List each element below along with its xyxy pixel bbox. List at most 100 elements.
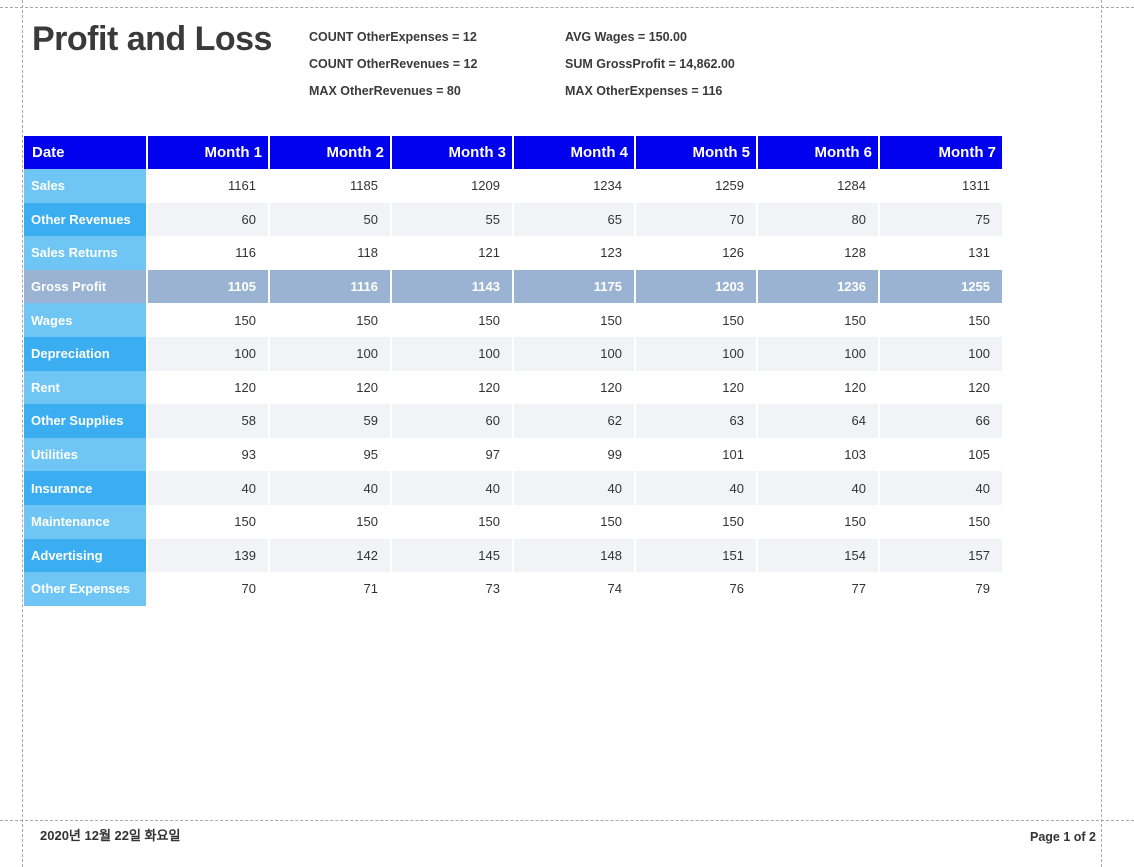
row-label: Other Expenses	[24, 572, 146, 606]
table-cell: 148	[512, 538, 634, 573]
table-cell: 100	[756, 336, 878, 371]
table-cell: 71	[268, 572, 390, 606]
table-cell: 65	[512, 202, 634, 237]
table-cell: 123	[512, 236, 634, 270]
table-row: Utilities 93 95 97 99 101 103 105	[24, 437, 1002, 472]
table-cell: 80	[756, 202, 878, 237]
table-cell: 77	[756, 572, 878, 606]
column-header-month-3: Month 3	[390, 136, 512, 169]
column-header-month-2: Month 2	[268, 136, 390, 169]
table-cell: 76	[634, 572, 756, 606]
table-cell: 151	[634, 538, 756, 573]
column-header-month-5: Month 5	[634, 136, 756, 169]
column-header-month-4: Month 4	[512, 136, 634, 169]
table-cell: 99	[512, 437, 634, 472]
table-cell: 75	[878, 202, 1002, 237]
table-cell: 93	[146, 437, 268, 472]
row-label: Sales Returns	[24, 236, 146, 270]
row-label: Rent	[24, 370, 146, 405]
table-cell: 100	[512, 336, 634, 371]
table-cell: 74	[512, 572, 634, 606]
table-cell: 150	[878, 303, 1002, 337]
table-row: Insurance 40 40 40 40 40 40 40	[24, 471, 1002, 505]
table-cell: 120	[878, 370, 1002, 405]
table-cell: 50	[268, 202, 390, 237]
table-cell: 40	[268, 471, 390, 505]
table-cell: 66	[878, 404, 1002, 438]
profit-loss-table: Date Month 1 Month 2 Month 3 Month 4 Mon…	[24, 136, 1002, 606]
table-cell: 116	[146, 236, 268, 270]
table-cell: 1284	[756, 169, 878, 203]
table-cell: 63	[634, 404, 756, 438]
table-cell: 145	[390, 538, 512, 573]
table-cell: 1311	[878, 169, 1002, 203]
table-cell: 150	[756, 303, 878, 337]
page-guide-top	[0, 7, 1134, 8]
column-header-month-6: Month 6	[756, 136, 878, 169]
table-cell: 73	[390, 572, 512, 606]
table-cell: 101	[634, 437, 756, 472]
row-label: Maintenance	[24, 504, 146, 539]
table-cell: 1161	[146, 169, 268, 203]
table-cell: 1116	[268, 269, 390, 304]
table-cell: 64	[756, 404, 878, 438]
summary-count-other-revenues: COUNT OtherRevenues = 12	[309, 57, 478, 71]
table-header-row: Date Month 1 Month 2 Month 3 Month 4 Mon…	[24, 136, 1002, 169]
table-cell: 40	[634, 471, 756, 505]
table-cell: 95	[268, 437, 390, 472]
table-cell: 150	[390, 303, 512, 337]
table-cell: 120	[756, 370, 878, 405]
table-cell: 150	[268, 504, 390, 539]
table-cell: 62	[512, 404, 634, 438]
table-cell: 100	[146, 336, 268, 371]
table-cell: 142	[268, 538, 390, 573]
table-cell: 1175	[512, 269, 634, 304]
table-cell: 150	[512, 303, 634, 337]
row-label: Wages	[24, 303, 146, 337]
table-cell: 60	[146, 202, 268, 237]
table-cell: 154	[756, 538, 878, 573]
table-cell: 70	[634, 202, 756, 237]
table-cell: 40	[146, 471, 268, 505]
table-cell: 120	[512, 370, 634, 405]
table-cell: 40	[878, 471, 1002, 505]
column-header-month-1: Month 1	[146, 136, 268, 169]
table-cell: 40	[756, 471, 878, 505]
summary-max-other-expenses: MAX OtherExpenses = 116	[565, 84, 723, 98]
table-cell: 100	[878, 336, 1002, 371]
table-body: Sales 1161 1185 1209 1234 1259 1284 1311 Other R…	[24, 169, 1002, 606]
table-cell: 100	[634, 336, 756, 371]
summary-max-other-revenues: MAX OtherRevenues = 80	[309, 84, 461, 98]
table-cell: 118	[268, 236, 390, 270]
footer-page-number: Page 1 of 2	[1030, 830, 1096, 844]
table-cell: 150	[146, 303, 268, 337]
table-cell: 1203	[634, 269, 756, 304]
table-cell: 150	[512, 504, 634, 539]
table-cell: 139	[146, 538, 268, 573]
table-row: Other Expenses 70 71 73 74 76 77 79	[24, 572, 1002, 606]
page-guide-footer	[0, 820, 1134, 821]
column-header-date: Date	[24, 136, 146, 169]
table-cell: 59	[268, 404, 390, 438]
summary-count-other-expenses: COUNT OtherExpenses = 12	[309, 30, 477, 44]
table-cell: 1209	[390, 169, 512, 203]
table-cell: 1105	[146, 269, 268, 304]
page-guide-left	[22, 0, 23, 867]
table-row: Rent 120 120 120 120 120 120 120	[24, 370, 1002, 405]
row-label: Sales	[24, 169, 146, 203]
table-row: Advertising 139 142 145 148 151 154 157	[24, 538, 1002, 573]
table-cell: 150	[756, 504, 878, 539]
table-cell: 60	[390, 404, 512, 438]
table-cell: 150	[268, 303, 390, 337]
table-cell: 121	[390, 236, 512, 270]
row-label: Advertising	[24, 538, 146, 573]
table-row: Sales 1161 1185 1209 1234 1259 1284 1311	[24, 169, 1002, 203]
table-row: Sales Returns 116 118 121 123 126 128 131	[24, 236, 1002, 270]
table-cell: 40	[390, 471, 512, 505]
summary-avg-wages: AVG Wages = 150.00	[565, 30, 687, 44]
table-cell: 131	[878, 236, 1002, 270]
table-row: Maintenance 150 150 150 150 150 150 150	[24, 504, 1002, 539]
table-cell: 97	[390, 437, 512, 472]
table-cell: 120	[268, 370, 390, 405]
table-cell: 100	[268, 336, 390, 371]
